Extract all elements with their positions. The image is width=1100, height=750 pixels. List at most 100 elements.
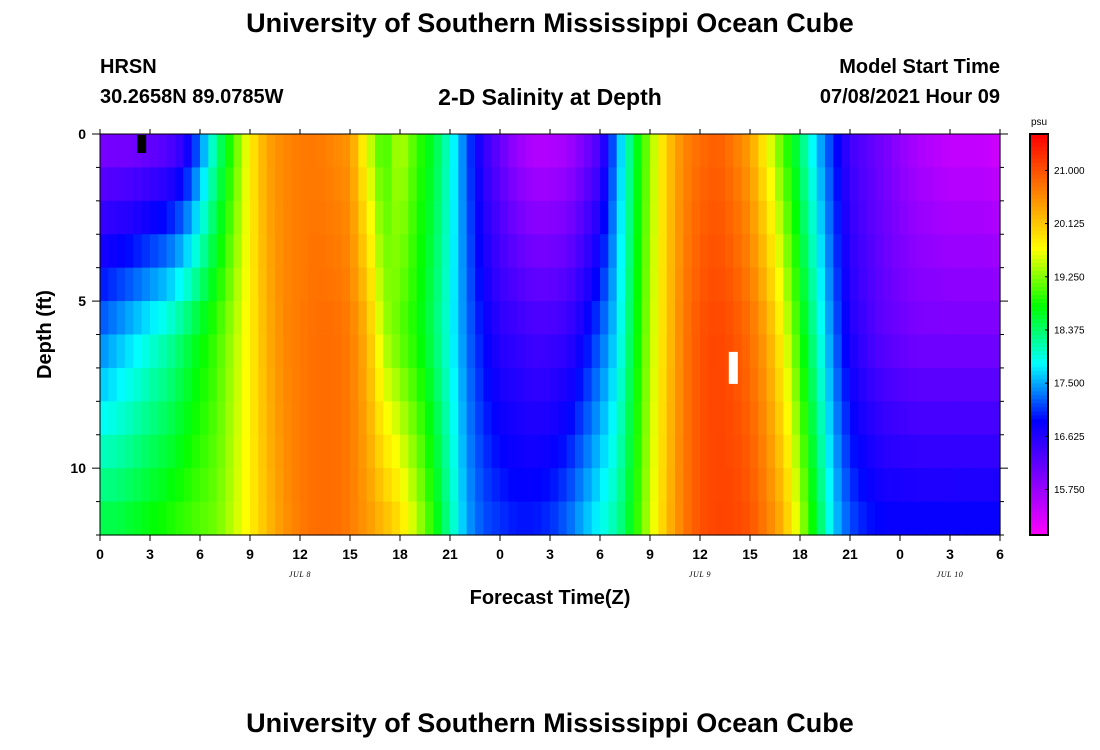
heatmap-cell (766, 234, 776, 269)
heatmap-cell (925, 200, 934, 235)
heatmap-cell (275, 234, 284, 269)
heatmap-cell (775, 468, 784, 503)
heatmap-cell (391, 267, 401, 302)
heatmap-cell (558, 167, 568, 202)
heatmap-cell (891, 501, 901, 536)
heatmap-cell (491, 468, 501, 503)
heatmap-cell (858, 367, 868, 402)
heatmap-cell (866, 468, 876, 503)
heatmap-cell (408, 200, 418, 235)
heatmap-cell (925, 167, 934, 202)
heatmap-cell (150, 367, 159, 402)
heatmap-cell (908, 200, 918, 235)
heatmap-cell (375, 301, 384, 336)
heatmap-cell (375, 367, 384, 402)
x-axis-title: Forecast Time(Z) (470, 587, 631, 609)
heatmap-cell (925, 234, 934, 269)
heatmap-cell (766, 167, 776, 202)
heatmap-cell (125, 301, 134, 336)
heatmap-cell (908, 501, 918, 536)
heatmap-cell (316, 234, 326, 269)
heatmap-cell (700, 134, 709, 169)
heatmap-cell (441, 401, 451, 436)
heatmap-cell (408, 434, 418, 469)
heatmap-cell (158, 267, 168, 302)
heatmap-cell (791, 367, 801, 402)
heatmap-cell (108, 367, 118, 402)
heatmap-cell (933, 134, 943, 169)
heatmap-cell (516, 200, 526, 235)
heatmap-cell (225, 401, 234, 436)
heatmap-cell (425, 301, 434, 336)
heatmap-cell (558, 334, 568, 369)
heatmap-cell (850, 234, 859, 269)
y-axis-title: Depth (ft) (34, 290, 56, 379)
colorbar-segment (1030, 474, 1048, 480)
heatmap-cell (508, 334, 518, 369)
heatmap-cell (891, 301, 901, 336)
heatmap-cell (325, 501, 334, 536)
heatmap-cell (200, 468, 209, 503)
heatmap-cell (433, 401, 443, 436)
heatmap-cell (325, 401, 334, 436)
heatmap-cell (658, 468, 668, 503)
heatmap-cell (416, 301, 426, 336)
heatmap-cell (758, 334, 768, 369)
heatmap-cell (175, 468, 184, 503)
colorbar-segment (1030, 446, 1048, 452)
heatmap-cell (941, 200, 951, 235)
heatmap-cell (558, 367, 568, 402)
heatmap-cell (833, 267, 843, 302)
heatmap-cell (375, 434, 384, 469)
heatmap-cell (183, 134, 193, 169)
colorbar-segment (1030, 274, 1048, 279)
heatmap-cell (816, 401, 826, 436)
heatmap-cell (941, 234, 951, 269)
heatmap-cell (716, 468, 726, 503)
heatmap-cell (858, 167, 868, 202)
heatmap-cell (841, 401, 851, 436)
heatmap-cell (400, 434, 409, 469)
heatmap-cell (225, 501, 234, 536)
heatmap-cell (208, 267, 218, 302)
heatmap-cell (308, 200, 318, 235)
heatmap-cell (733, 167, 743, 202)
heatmap-cell (616, 267, 626, 302)
heatmap-cell (458, 301, 468, 336)
heatmap-cell (825, 468, 834, 503)
heatmap-cell (233, 434, 243, 469)
colorbar-segment (1030, 170, 1048, 175)
heatmap-cell (650, 401, 659, 436)
colorbar-segment (1030, 258, 1048, 263)
heatmap-cell (350, 301, 359, 336)
heatmap-cell (408, 267, 418, 302)
heatmap-cell (741, 501, 751, 536)
heatmap-cell (958, 301, 968, 336)
heatmap-cell (708, 200, 718, 235)
heatmap-cell (575, 301, 584, 336)
heatmap-cell (250, 301, 259, 336)
heatmap-cell (400, 134, 409, 169)
heatmap-cell (650, 501, 659, 536)
heatmap-cell (166, 167, 176, 202)
heatmap-cell (708, 167, 718, 202)
heatmap-cell (858, 434, 868, 469)
heatmap-cell (750, 501, 759, 536)
heatmap-cell (941, 468, 951, 503)
heatmap-cell (250, 267, 259, 302)
heatmap-cell (958, 401, 968, 436)
y-tick-label: 0 (78, 126, 86, 142)
heatmap-cell (341, 134, 351, 169)
heatmap-cell (100, 267, 109, 302)
colorbar-segment (1030, 498, 1048, 504)
heatmap-cell (916, 234, 926, 269)
heatmap-cell (841, 468, 851, 503)
heatmap-cell (983, 167, 993, 202)
heatmap-cell (583, 367, 593, 402)
heatmap-cell (633, 401, 643, 436)
heatmap-cell (950, 167, 959, 202)
heatmap-cell (475, 501, 484, 536)
heatmap-cell (975, 367, 984, 402)
heatmap-cell (200, 167, 209, 202)
heatmap-cell (233, 167, 243, 202)
